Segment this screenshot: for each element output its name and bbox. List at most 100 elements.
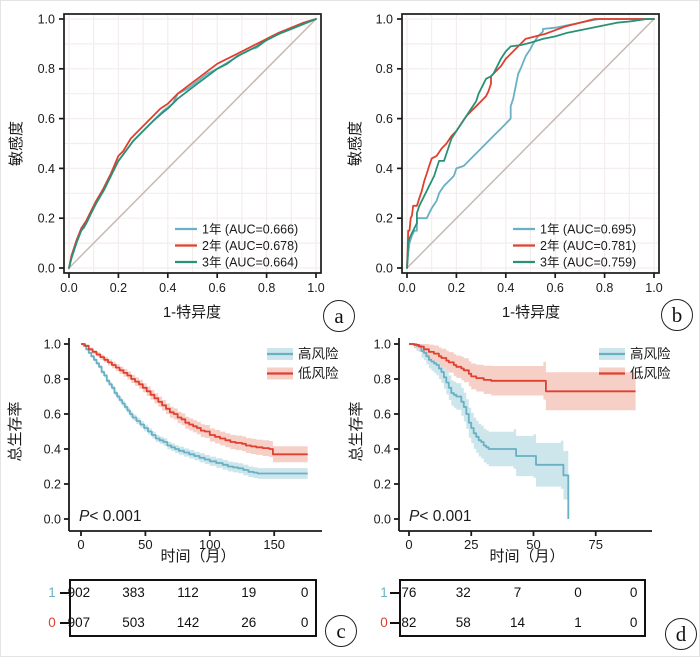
risk-count: 0 bbox=[300, 615, 309, 630]
y-tick-label: 0.6 bbox=[376, 112, 393, 126]
risk-row-label: 0 bbox=[380, 615, 388, 630]
y-tick-label: 0.0 bbox=[376, 261, 393, 275]
x-tick-label: 25 bbox=[464, 537, 478, 552]
y-tick-label: 0.0 bbox=[44, 512, 61, 526]
risk-count: 7 bbox=[513, 585, 522, 600]
roc-curve-2 bbox=[68, 18, 317, 269]
y-tick-label: 0.4 bbox=[38, 162, 55, 176]
x-tick-label: 0.4 bbox=[497, 281, 514, 295]
risk-table-d: 1 76 32 7 0 0 0 82 58 14 1 0 bbox=[351, 566, 699, 656]
y-tick-label: 0.8 bbox=[374, 372, 391, 386]
km-curve-1 bbox=[409, 343, 570, 519]
panel-label-c: c bbox=[325, 615, 357, 647]
roc-curve-2 bbox=[406, 18, 655, 269]
x-tick-label: 0.6 bbox=[209, 281, 226, 295]
x-tick-label: 0.8 bbox=[258, 281, 275, 295]
risk-count: 907 bbox=[67, 615, 91, 630]
x-axis-title: 1-特异度 bbox=[163, 304, 221, 321]
panel-frame bbox=[401, 13, 660, 274]
panel-letter: c bbox=[336, 618, 346, 643]
panel-letter: d bbox=[675, 621, 687, 646]
risk-count: 14 bbox=[510, 615, 526, 630]
x-tick-label: 100 bbox=[199, 537, 221, 552]
risk-count: 0 bbox=[629, 585, 638, 600]
x-tick-label: 50 bbox=[138, 537, 152, 552]
y-axis-title: 总生存率 bbox=[348, 401, 365, 461]
risk-count: 76 bbox=[401, 585, 417, 600]
p-value-label: P< 0.001 bbox=[79, 508, 142, 525]
legend-entry-label: 2年 (AUC=0.678) bbox=[202, 239, 298, 253]
y-tick-label: 0.2 bbox=[44, 477, 61, 491]
legend-entry-label: 1年 (AUC=0.695) bbox=[540, 222, 636, 236]
risk-row-tick bbox=[390, 622, 399, 624]
confidence-band-2 bbox=[81, 344, 308, 463]
km-curve-2 bbox=[409, 343, 636, 393]
risk-count: 902 bbox=[67, 585, 91, 600]
roc-panel-a: 0.0 0.2 0.4 0.6 0.8 1.0 0.0 0.2 0.4 0.6 0.8 1.0 1-特异… bbox=[8, 12, 325, 321]
x-tick-label: 0.2 bbox=[110, 281, 127, 295]
km-panel-c: 0.0 0.2 0.4 0.6 0.8 1.0 0 50 100 150 时间（月） 总生存率 高风险低… bbox=[7, 337, 339, 565]
x-tick-label: 0.4 bbox=[159, 281, 176, 295]
y-tick-label: 0.4 bbox=[374, 442, 391, 456]
confidence-band-2 bbox=[409, 344, 636, 416]
roc-panel-b: 0.0 0.2 0.4 0.6 0.8 1.0 0.0 0.2 0.4 0.6 0.8 1.0 1-特异… bbox=[347, 12, 663, 321]
risk-count: 26 bbox=[241, 615, 257, 630]
x-tick-label: 0.0 bbox=[60, 281, 77, 295]
km-curve-1 bbox=[81, 343, 308, 475]
panel-letter: b bbox=[671, 302, 683, 327]
x-tick-label: 0.8 bbox=[596, 281, 613, 295]
y-tick-label: 0.2 bbox=[376, 212, 393, 226]
x-tick-label: 150 bbox=[263, 537, 285, 552]
panel-letter: a bbox=[334, 303, 344, 328]
x-tick-label: 0 bbox=[405, 537, 412, 552]
y-tick-label: 1.0 bbox=[376, 12, 393, 26]
y-axis-title: 敏感度 bbox=[8, 121, 25, 166]
panel-label-a: a bbox=[323, 300, 355, 332]
panel-label-d: d bbox=[665, 618, 697, 650]
diagonal-reference-line bbox=[406, 18, 655, 269]
x-tick-label: 50 bbox=[526, 537, 540, 552]
risk-count: 0 bbox=[574, 585, 582, 600]
risk-count: 82 bbox=[401, 615, 417, 630]
confidence-band-1 bbox=[81, 344, 308, 480]
risk-table-box bbox=[69, 579, 317, 637]
risk-row-tick bbox=[60, 592, 69, 594]
roc-curve-3 bbox=[68, 18, 317, 269]
panel-label-b: b bbox=[661, 299, 693, 331]
x-tick-label: 0 bbox=[77, 537, 84, 552]
risk-count: 0 bbox=[300, 585, 309, 600]
y-tick-label: 0.8 bbox=[44, 372, 61, 386]
x-tick-label: 0.2 bbox=[448, 281, 465, 295]
legend-entry-label: 高风险 bbox=[630, 346, 671, 362]
y-tick-label: 1.0 bbox=[38, 12, 55, 26]
y-tick-label: 0.0 bbox=[374, 512, 391, 526]
risk-count: 32 bbox=[455, 585, 471, 600]
y-tick-label: 0.6 bbox=[38, 112, 55, 126]
x-tick-label: 1.0 bbox=[307, 281, 324, 295]
x-tick-label: 75 bbox=[588, 537, 602, 552]
x-axis-title: 时间（月） bbox=[160, 548, 235, 565]
legend-entry-label: 3年 (AUC=0.664) bbox=[202, 255, 298, 269]
y-tick-label: 0.6 bbox=[374, 407, 391, 421]
legend-entry-label: 低风险 bbox=[298, 366, 339, 381]
y-tick-label: 0.2 bbox=[38, 212, 55, 226]
risk-row-tick bbox=[60, 622, 69, 624]
y-axis-title: 总生存率 bbox=[7, 401, 24, 461]
y-tick-label: 0.6 bbox=[44, 407, 61, 421]
x-axis-title: 时间（月） bbox=[489, 548, 564, 565]
risk-count: 503 bbox=[122, 615, 145, 630]
diagonal-reference-line bbox=[68, 18, 317, 269]
risk-count: 1 bbox=[574, 615, 582, 630]
y-tick-label: 0.0 bbox=[38, 261, 55, 275]
risk-table-box bbox=[399, 579, 646, 637]
x-tick-label: 0.6 bbox=[547, 281, 564, 295]
legend-entry-label: 2年 (AUC=0.781) bbox=[540, 239, 636, 253]
risk-row-label: 0 bbox=[48, 615, 56, 630]
km-panel-d: 0.0 0.2 0.4 0.6 0.8 1.0 0 25 50 75 时间（月） 总生存率 高风险低风险… bbox=[348, 337, 671, 565]
roc-curve-3 bbox=[406, 18, 655, 269]
legend-entry-label: 1年 (AUC=0.666) bbox=[202, 222, 298, 236]
risk-table-c: 1 902 383 112 19 0 0 907 503 142 26 0 bbox=[1, 566, 351, 656]
risk-count: 142 bbox=[176, 615, 200, 630]
y-tick-label: 0.8 bbox=[376, 62, 393, 76]
